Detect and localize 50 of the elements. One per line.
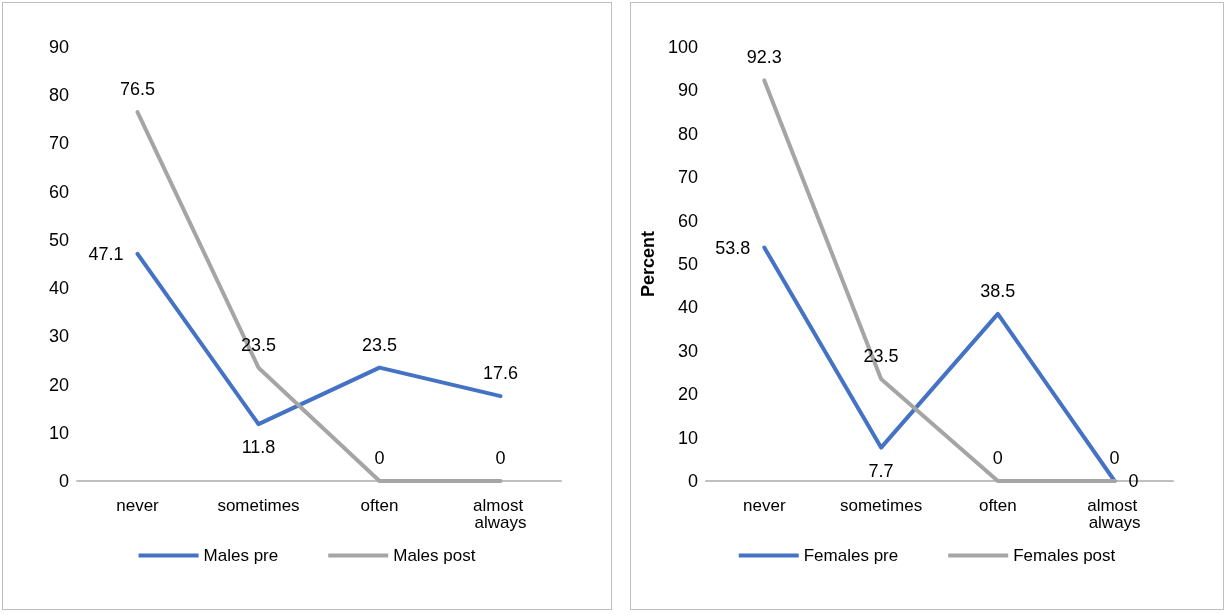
y-tick-label: 40 xyxy=(677,297,698,318)
y-tick-label: 10 xyxy=(677,427,698,448)
data-label: 17.6 xyxy=(482,363,519,384)
legend-label: Females pre xyxy=(803,546,899,565)
y-tick-label: 20 xyxy=(48,374,69,395)
y-axis-title: Percent xyxy=(638,230,658,298)
y-tick-label: 50 xyxy=(48,229,69,250)
data-label: 11.8 xyxy=(241,437,276,458)
y-tick-label: 40 xyxy=(48,278,69,299)
y-tick-label: 60 xyxy=(48,181,69,202)
data-label: 0 xyxy=(1109,448,1120,468)
y-tick-label: 0 xyxy=(58,471,69,491)
y-tick-label: 10 xyxy=(48,422,69,443)
data-label: 23.5 xyxy=(240,334,277,355)
y-tick-label: 70 xyxy=(677,167,698,188)
x-tick-label: never xyxy=(743,496,786,515)
y-tick-label: 20 xyxy=(677,384,698,405)
y-tick-label: 90 xyxy=(677,80,698,101)
x-tick-label: sometimes xyxy=(217,496,300,515)
y-tick-label: 100 xyxy=(667,37,698,57)
data-label: 0 xyxy=(992,448,1003,468)
legend-label: Males post xyxy=(393,546,476,565)
data-label: 53.8 xyxy=(715,237,751,258)
data-label: 23.5 xyxy=(863,346,899,367)
legend-label: Males pre xyxy=(203,546,279,565)
y-tick-label: 80 xyxy=(677,123,698,144)
x-tick-label: almost always xyxy=(473,496,528,532)
data-label: 76.5 xyxy=(119,79,156,100)
legend-label: Females post xyxy=(1013,546,1116,565)
data-label: 92.3 xyxy=(746,47,782,68)
x-tick-label: sometimes xyxy=(839,496,923,515)
data-label: 38.5 xyxy=(980,280,1016,301)
y-tick-label: 90 xyxy=(48,37,69,57)
x-tick-label: often xyxy=(360,496,399,515)
data-label: 47.1 xyxy=(88,243,124,264)
y-tick-label: 60 xyxy=(677,210,698,231)
x-tick-label: often xyxy=(978,496,1017,515)
y-tick-label: 0 xyxy=(687,471,698,491)
y-tick-label: 70 xyxy=(48,133,69,154)
y-tick-label: 50 xyxy=(677,254,698,274)
x-tick-label: almost always xyxy=(1087,496,1143,532)
y-tick-label: 80 xyxy=(48,85,69,106)
x-tick-label: never xyxy=(116,496,160,515)
y-tick-label: 30 xyxy=(48,326,69,347)
data-label: 0 xyxy=(1128,471,1139,491)
data-label: 0 xyxy=(374,448,385,468)
data-label: 23.5 xyxy=(361,334,398,355)
y-tick-label: 30 xyxy=(677,340,698,361)
data-label: 0 xyxy=(495,448,506,468)
data-label: 7.7 xyxy=(868,460,894,481)
